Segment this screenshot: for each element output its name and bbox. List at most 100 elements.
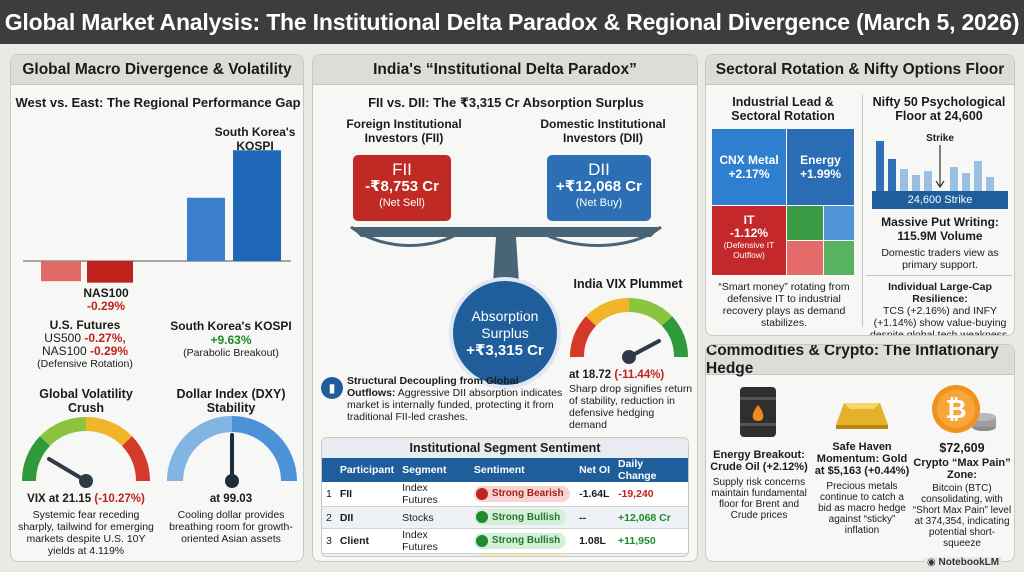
surplus-line1: Absorption bbox=[471, 307, 539, 324]
india-vix-change: (-11.44%) bbox=[614, 369, 665, 381]
us-futures-note: (Defensive Rotation) bbox=[37, 358, 133, 370]
macro-panel: Global Macro Divergence & Volatility Wes… bbox=[10, 54, 304, 562]
dxy-title: Dollar Index (DXY) Stability bbox=[176, 387, 286, 415]
dii-head: Domestic Institutional Investors (DII) bbox=[540, 117, 666, 145]
fii-value: -₹8,753 Cr bbox=[365, 178, 439, 195]
btc-desc: Bitcoin (BTC) consolidating, with “Short… bbox=[912, 483, 1012, 549]
metal-name: CNX Metal bbox=[719, 153, 779, 167]
balance-scale bbox=[350, 155, 662, 283]
india-panel: India's “Institutional Delta Paradox” FI… bbox=[312, 54, 698, 562]
sentiment-icon bbox=[475, 487, 488, 500]
table-cell: 1 bbox=[322, 482, 336, 507]
oil-barrel-icon bbox=[740, 387, 776, 437]
dxy-value: at 99.03 bbox=[209, 493, 253, 505]
strike-bar: 24,600 Strike bbox=[872, 191, 1008, 209]
macro-subtitle: West vs. East: The Regional Performance … bbox=[15, 95, 301, 110]
commodities-panel: Commodities & Crypto: The Inflationary H… bbox=[705, 344, 1015, 562]
bar-us500 bbox=[41, 261, 81, 282]
energy-name: Energy bbox=[800, 153, 841, 167]
kospi-value: +9.63% bbox=[210, 333, 252, 347]
table-cell: Stocks bbox=[398, 506, 470, 529]
table-header-cell: Participant bbox=[335, 458, 399, 482]
bar-kospi bbox=[233, 150, 281, 261]
macro-panel-title: Global Macro Divergence & Volatility bbox=[11, 55, 303, 85]
commodities-panel-title: Commodities & Crypto: The Inflationary H… bbox=[706, 345, 1014, 377]
resilience-desc: TCS (+2.16%) and INFY (+1.14%) show valu… bbox=[869, 305, 1011, 336]
nifty-title: Nifty 50 Psychological Floor at 24,600 bbox=[872, 95, 1006, 123]
decoupling-icon: ▮ bbox=[321, 377, 343, 399]
put-title: Massive Put Writing: 115.9M Volume bbox=[881, 215, 999, 243]
table-header-cell: Sentiment bbox=[469, 458, 576, 482]
kospi-block: South Korea's KOSPI +9.63% (Parabolic Br… bbox=[161, 319, 301, 359]
table-row: 4ProIndex Futures Medium Bullish 9,861+23,… bbox=[322, 553, 688, 556]
strike-label: Strike bbox=[926, 133, 954, 144]
branding-text: NotebookLM bbox=[938, 557, 1000, 568]
dii-box bbox=[547, 155, 651, 221]
tile-small-3 bbox=[787, 241, 823, 275]
india-vix-gauge bbox=[569, 297, 689, 364]
gold-bar-icon bbox=[836, 403, 888, 429]
nifty-bar-1 bbox=[876, 141, 884, 191]
tile-metal: CNX Metal +2.17% bbox=[712, 129, 786, 205]
nifty-divider bbox=[866, 275, 1012, 276]
vix-needle bbox=[47, 457, 88, 483]
table-header-cell: Segment bbox=[398, 458, 470, 482]
vix-readout: VIX at 21.15 (-10.27%) bbox=[13, 493, 159, 505]
energy-value: +1.99% bbox=[799, 167, 842, 181]
metal-value: +2.17% bbox=[728, 167, 770, 181]
table-row: 2 DII Stocks Strong Bullish -- +12,068 Cr bbox=[322, 506, 688, 529]
dxy-desc: Cooling dollar provides breathing room f… bbox=[169, 509, 293, 545]
table-cell: Strong Bearish bbox=[469, 482, 576, 507]
branding: ◉ NotebookLM bbox=[924, 557, 1003, 568]
nifty-bar-6 bbox=[950, 167, 958, 191]
btc-price: $72,609 bbox=[939, 441, 985, 455]
nas100-label: NAS100 bbox=[41, 344, 87, 358]
table-cell: -19,240 bbox=[614, 482, 688, 507]
bar-nas100 bbox=[87, 261, 133, 283]
table-cell: DII bbox=[335, 506, 399, 529]
oil-title: Energy Breakout: Crude Oil (+2.12%) bbox=[710, 449, 808, 473]
india-panel-title: India's “Institutional Delta Paradox” bbox=[313, 55, 697, 85]
nifty-bar-4 bbox=[912, 175, 920, 191]
absorption-surplus-circle: Absorption Surplus +₹3,315 Cr bbox=[449, 277, 561, 389]
table-cell: 4 bbox=[322, 553, 336, 556]
sector-divider bbox=[862, 95, 863, 327]
sentiment-label: Strong Bullish bbox=[491, 511, 561, 523]
segment-sentiment-card: Institutional Segment Sentiment Particip… bbox=[321, 437, 689, 557]
notebooklm-logo-icon: ◉ bbox=[927, 557, 936, 568]
table-header-cell: Net OI bbox=[575, 458, 614, 482]
segment-table: Participant Segment Sentiment Net OI Daily C… bbox=[322, 458, 688, 556]
btc-title: Crypto “Max Pain” Zone: bbox=[913, 457, 1011, 481]
lead-title: Industrial Lead & Sectoral Rotation bbox=[731, 95, 835, 123]
decoupling-block: Structural Decoupling from Global Outflo… bbox=[347, 375, 565, 423]
sentiment-badge: Strong Bullish bbox=[473, 509, 567, 525]
tile-energy: Energy +1.99% bbox=[787, 129, 854, 205]
india-subtitle: FII vs. DII: The ₹3,315 Cr Absorption Su… bbox=[368, 95, 644, 110]
vix-desc: Systemic fear receding sharply, tailwind… bbox=[18, 509, 154, 557]
us-futures-title: U.S. Futures bbox=[49, 318, 121, 332]
table-cell: 9,861 bbox=[575, 553, 614, 556]
nifty-bar-2 bbox=[888, 159, 896, 191]
it-name: IT bbox=[743, 213, 755, 227]
table-cell: Strong Bullish bbox=[469, 506, 576, 529]
sentiment-badge: Strong Bearish bbox=[473, 485, 570, 502]
table-cell: -- bbox=[575, 506, 614, 529]
segment-table-title: Institutional Segment Sentiment bbox=[322, 438, 688, 458]
fii-note: (Net Sell) bbox=[379, 197, 425, 209]
table-cell: -1.64L bbox=[575, 482, 614, 507]
sentiment-label: Strong Bearish bbox=[491, 488, 564, 499]
table-header-cell bbox=[322, 458, 336, 482]
tile-small-1 bbox=[787, 206, 823, 240]
kospi-note: (Parabolic Breakout) bbox=[183, 347, 279, 359]
fii-box bbox=[353, 155, 451, 221]
table-cell: Pro bbox=[335, 553, 399, 556]
table-cell: FII bbox=[335, 482, 399, 507]
gold-desc: Precious metals continue to catch a bid … bbox=[818, 481, 906, 536]
dii-name: DII bbox=[588, 160, 610, 179]
nifty-bar-9 bbox=[986, 177, 994, 191]
gold-title: Safe Haven Momentum: Gold at $5,163 (+0.… bbox=[814, 441, 910, 477]
page-title: Global Market Analysis: The Institutiona… bbox=[0, 0, 1024, 44]
table-row: 1 FII Index Futures Strong Bearish -1.64L -19… bbox=[322, 482, 688, 507]
table-cell: +11,950 bbox=[614, 528, 688, 554]
table-cell: 2 bbox=[322, 506, 336, 529]
